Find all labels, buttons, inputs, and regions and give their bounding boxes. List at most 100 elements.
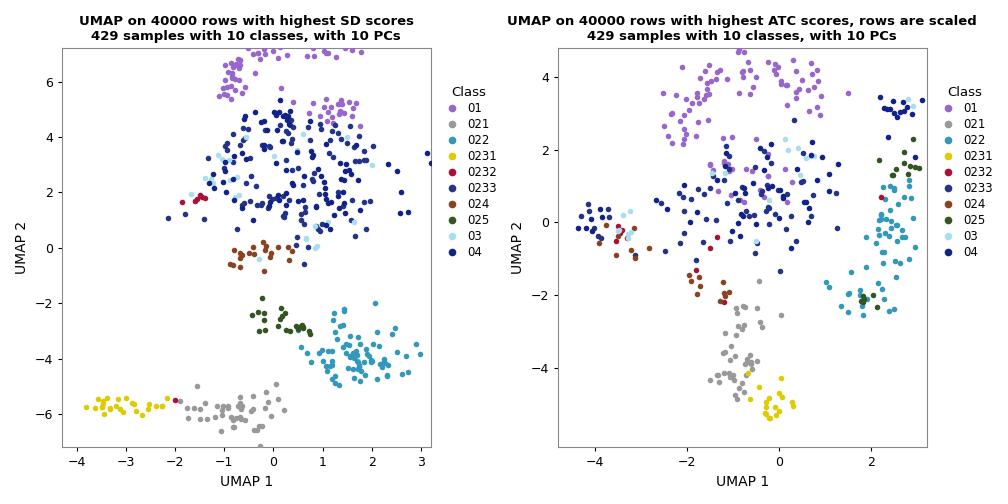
Point (341, 341, 357, 349)
Point (676, 229, 692, 237)
Point (737, 359, 753, 367)
Point (893, 226, 909, 234)
Point (873, 211, 889, 219)
Point (336, 307, 352, 315)
Point (761, 196, 777, 204)
Point (231, 76, 247, 84)
Point (217, 61, 233, 70)
Point (295, 323, 311, 331)
Point (305, 99, 322, 107)
Point (159, 394, 175, 402)
Point (276, 309, 292, 318)
Point (720, 199, 736, 207)
Point (875, 183, 891, 191)
Point (733, 196, 749, 204)
Point (708, 75, 724, 83)
Point (208, 413, 224, 421)
Point (855, 311, 871, 320)
Point (309, 37, 326, 45)
Point (871, 230, 887, 238)
Point (272, 315, 288, 323)
Point (856, 295, 872, 303)
Point (246, 249, 262, 258)
Point (218, 142, 234, 150)
Point (729, 309, 745, 317)
Point (783, 243, 799, 251)
Point (582, 207, 598, 215)
Point (675, 111, 691, 119)
Point (342, 353, 358, 361)
Point (223, 413, 239, 421)
Point (784, 402, 800, 410)
Point (833, 302, 849, 310)
Point (320, 347, 336, 355)
Point (739, 355, 755, 363)
Point (785, 56, 801, 65)
Point (724, 227, 740, 235)
Point (250, 308, 266, 316)
Point (802, 59, 818, 67)
Point (675, 140, 691, 148)
Point (271, 107, 287, 115)
Point (794, 76, 810, 84)
Point (747, 163, 763, 171)
Point (756, 147, 772, 155)
Point (256, 316, 272, 324)
Point (286, 39, 302, 47)
Point (225, 175, 241, 183)
Point (251, 327, 267, 335)
Point (348, 99, 364, 107)
Point (746, 212, 762, 220)
Point (233, 414, 249, 422)
Point (760, 203, 776, 211)
Point (389, 167, 405, 175)
Point (174, 198, 191, 206)
Point (233, 405, 249, 413)
Legend: 01, 021, 022, 0231, 0232, 0233, 024, 025, 03, 04: 01, 021, 022, 0231, 0232, 0233, 024, 025… (936, 86, 993, 259)
Point (273, 303, 289, 311)
Point (279, 115, 295, 123)
Point (202, 178, 218, 186)
Point (192, 405, 208, 413)
Point (881, 307, 897, 315)
Point (256, 145, 272, 153)
Point (341, 98, 357, 106)
Point (777, 81, 793, 89)
Point (259, 125, 275, 134)
Point (704, 169, 720, 177)
Point (759, 184, 775, 192)
Point (688, 256, 705, 264)
Point (573, 212, 589, 220)
Point (292, 343, 308, 351)
Point (282, 107, 298, 115)
Point (767, 403, 783, 411)
Point (343, 216, 359, 224)
Point (353, 367, 369, 375)
Point (298, 235, 314, 243)
Point (231, 64, 247, 72)
Point (324, 113, 340, 121)
Point (148, 402, 164, 410)
Point (697, 95, 713, 103)
Point (727, 188, 743, 197)
Point (585, 227, 601, 235)
Point (197, 174, 213, 182)
Point (333, 136, 349, 144)
Point (675, 181, 691, 190)
Point (779, 101, 795, 109)
Point (277, 156, 293, 164)
Point (868, 238, 884, 246)
Point (791, 85, 807, 93)
Point (773, 77, 789, 85)
Point (254, 199, 270, 207)
Point (304, 153, 321, 161)
Point (718, 149, 734, 157)
Point (787, 237, 803, 245)
Point (925, 243, 941, 251)
Point (273, 312, 289, 320)
Point (283, 166, 299, 174)
Point (295, 181, 311, 189)
Point (852, 286, 868, 294)
Point (293, 210, 309, 218)
Point (333, 107, 349, 115)
